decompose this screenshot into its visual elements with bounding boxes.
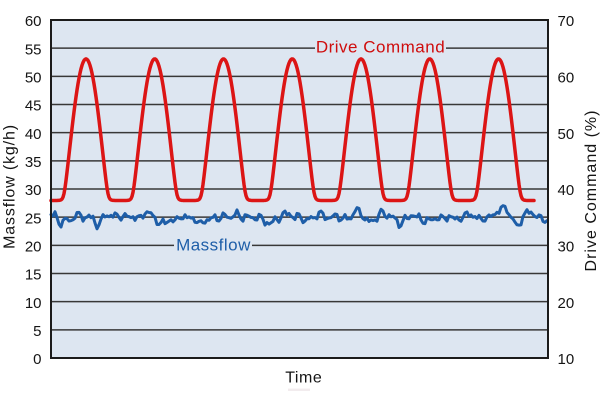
svg-text:15: 15 xyxy=(25,267,42,284)
svg-text:25: 25 xyxy=(25,210,42,227)
svg-text:70: 70 xyxy=(558,13,575,30)
svg-text:0: 0 xyxy=(33,351,41,368)
svg-text:Massflow (kg/h): Massflow (kg/h) xyxy=(2,124,19,249)
svg-text:20: 20 xyxy=(558,295,575,312)
svg-text:10: 10 xyxy=(25,295,42,312)
svg-text:5: 5 xyxy=(33,323,41,340)
svg-text:35: 35 xyxy=(25,154,42,171)
svg-text:10: 10 xyxy=(558,351,575,368)
svg-text:50: 50 xyxy=(25,69,42,86)
svg-text:50: 50 xyxy=(558,126,575,143)
svg-text:Massflow: Massflow xyxy=(176,236,251,255)
svg-text:Time: Time xyxy=(285,369,322,386)
svg-text:Drive Command (%): Drive Command (%) xyxy=(583,110,600,272)
svg-text:30: 30 xyxy=(558,238,575,255)
svg-text:55: 55 xyxy=(25,41,42,58)
svg-text:40: 40 xyxy=(558,182,575,199)
svg-text:20: 20 xyxy=(25,238,42,255)
svg-text:60: 60 xyxy=(25,13,42,30)
svg-text:Drive Command: Drive Command xyxy=(316,38,445,57)
svg-text:45: 45 xyxy=(25,98,42,115)
svg-text:30: 30 xyxy=(25,182,42,199)
svg-text:60: 60 xyxy=(558,69,575,86)
svg-text:40: 40 xyxy=(25,126,42,143)
